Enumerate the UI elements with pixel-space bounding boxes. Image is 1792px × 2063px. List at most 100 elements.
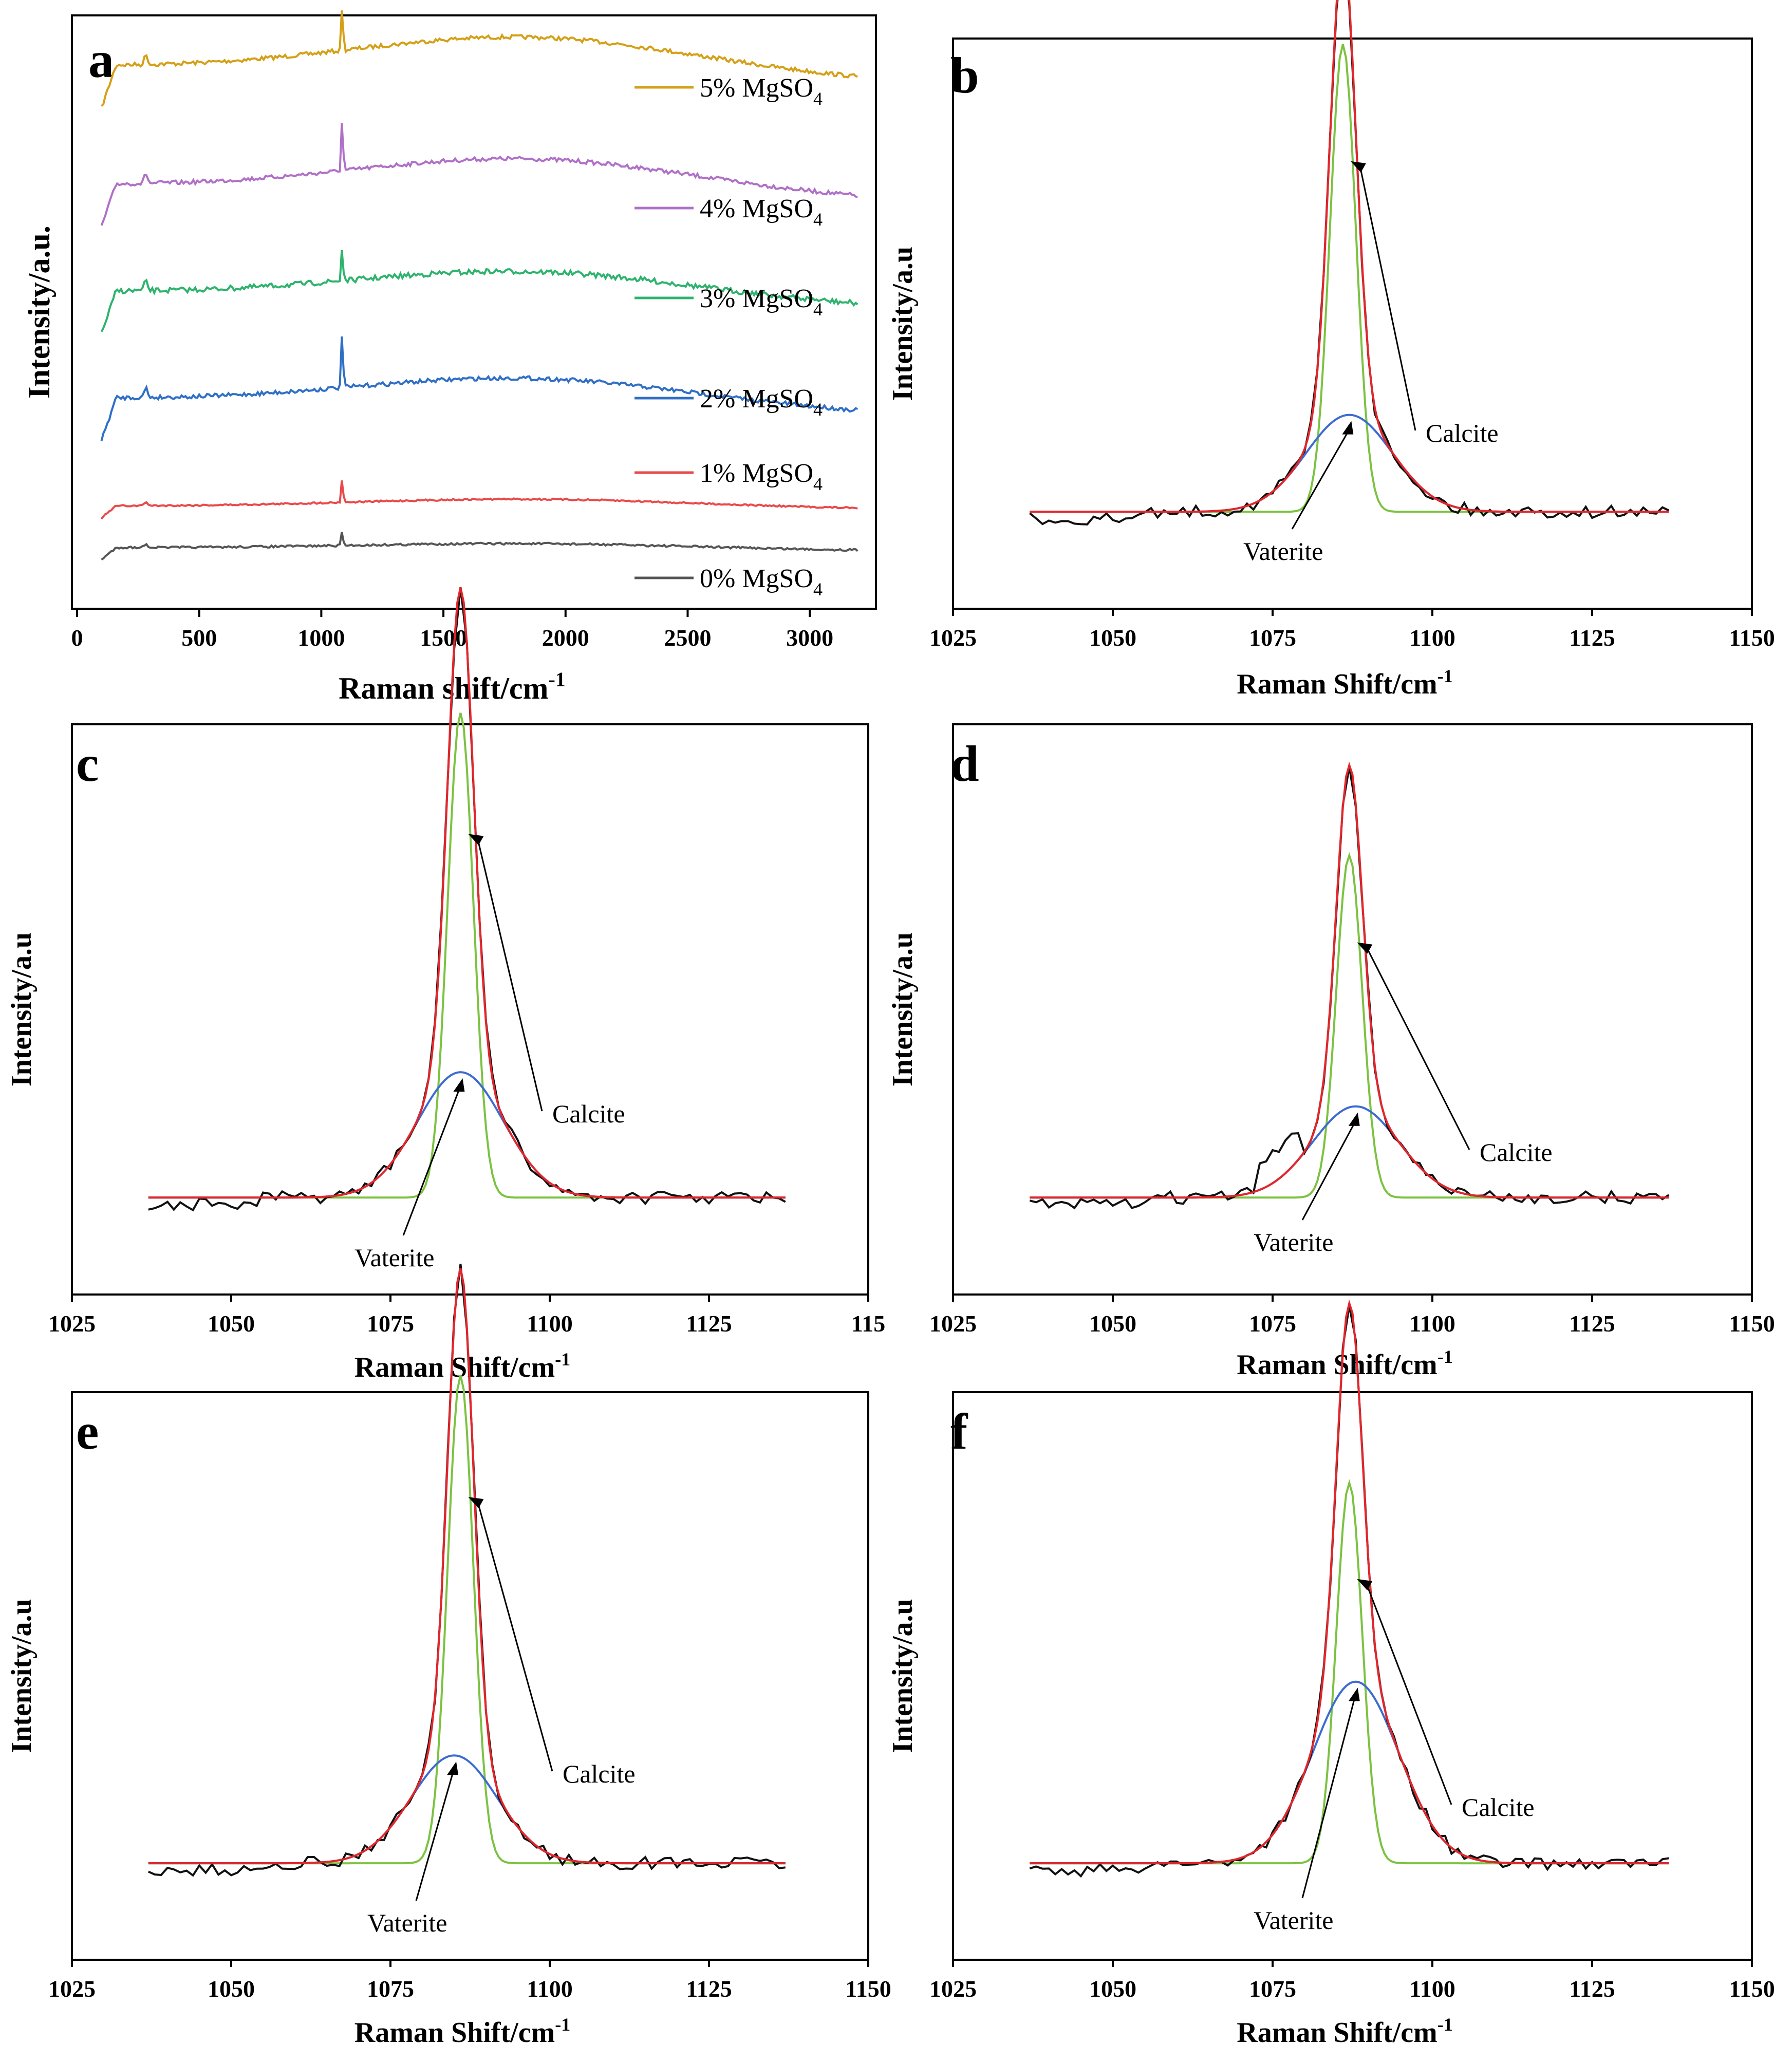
- panel-e-xtick-label: 1050: [208, 1976, 255, 2002]
- panel-a-series-2: [100, 250, 858, 332]
- panel-d-frame: [952, 723, 1753, 1296]
- panel-a-xtick-label: 2500: [664, 625, 711, 651]
- panel-c-xtick-label: 1100: [527, 1310, 572, 1337]
- panel-b-frame: [952, 37, 1753, 610]
- panel-f-xtick-label: 1125: [1569, 1976, 1615, 2002]
- panel-d-calcite-label: Calcite: [1480, 1138, 1553, 1167]
- panel-b-xlabel: Raman Shift/cm-1: [1237, 666, 1452, 700]
- panel-a-series-3: [100, 336, 858, 441]
- panel-e-xtick-label: 1025: [48, 1976, 96, 2002]
- panel-e-vaterite-arrow: [415, 1771, 454, 1901]
- panel-c-xtick-label: 1025: [48, 1310, 96, 1337]
- panel-a-legend-sub-0: 4: [813, 88, 823, 109]
- panel-c-calcite-label: Calcite: [552, 1099, 625, 1128]
- panel-e: 1025 1050 1075 1100 1125 1150 Raman Shift/cm-1…: [6, 1264, 891, 2049]
- panel-b-xtick-label: 1100: [1409, 625, 1455, 651]
- panel-a-series-0: [101, 10, 858, 107]
- panel-e-calcite-arrow: [476, 1501, 553, 1772]
- panel-e-fit-curve: [148, 1268, 786, 1865]
- panel-c-calcite-arrowhead: [468, 834, 484, 846]
- panel-e-xtick-label: 1125: [686, 1976, 732, 2002]
- panel-a-xtick-label: 1500: [420, 625, 467, 651]
- panel-d-xlabel: Raman Shift/cm-1: [1237, 1346, 1452, 1381]
- panel-a-xtick-label: 0: [71, 625, 83, 651]
- panel-f-letter: f: [950, 1403, 968, 1460]
- panel-c-xlabel: Raman Shift/cm-1: [354, 1349, 570, 1383]
- panel-c-fit-curve: [148, 587, 786, 1199]
- panel-e-xlabel-sup: -1: [555, 2014, 570, 2035]
- panel-f-xtick-label: 1050: [1089, 1976, 1136, 2002]
- panel-d-vaterite-arrowhead: [1348, 1112, 1360, 1126]
- panel-b-calcite-arrow: [1359, 165, 1416, 431]
- panel-b-xtick-label: 1050: [1089, 625, 1136, 651]
- panel-d-ylabel: Intensity/a.u: [887, 932, 919, 1086]
- panel-a-xtick-label: 500: [181, 625, 217, 651]
- panel-a-series-1: [100, 123, 858, 226]
- panel-a-xtick-label: 1000: [297, 625, 345, 651]
- panel-c-xtick-label: 1125: [686, 1310, 732, 1337]
- panel-a-letter: a: [88, 31, 114, 88]
- panel-c-xtick-label: 1075: [367, 1310, 414, 1337]
- panel-b-calcite-label: Calcite: [1426, 419, 1499, 447]
- panel-b-vaterite-arrow: [1291, 430, 1349, 530]
- panel-a-xtick-label: 3000: [786, 625, 833, 651]
- panel-f-xlabel-sup: -1: [1438, 2014, 1453, 2035]
- panel-e-letter: e: [76, 1403, 99, 1460]
- panel-b-ylabel: Intensity/a.u: [887, 247, 919, 401]
- panel-a-legend-sub-3: 4: [813, 399, 823, 420]
- panel-c-vaterite-label: Vaterite: [354, 1243, 434, 1272]
- panel-e-xtick-label: 1075: [367, 1976, 414, 2002]
- panel-a-legend-label-5: 0% MgSO4: [700, 564, 823, 599]
- panel-d-vaterite-arrow: [1301, 1122, 1356, 1221]
- panel-f-ylabel: Intensity/a.u: [887, 1599, 919, 1753]
- panel-a-ylabel: Intensity/a.u.: [22, 226, 56, 399]
- panel-d-xtick-label: 1075: [1249, 1310, 1296, 1337]
- panel-b-xtick-label: 1025: [929, 625, 977, 651]
- panel-f-xtick-label: 1150: [1729, 1976, 1775, 2002]
- panel-d: 1025 1050 1075 1100 1125 1150 Raman Shift/cm-1…: [887, 723, 1775, 1381]
- panel-f-vaterite-arrow: [1301, 1698, 1356, 1899]
- panel-f-calcite-label: Calcite: [1462, 1793, 1535, 1822]
- panel-b-fit-curve: [1030, 0, 1669, 513]
- panel-d-calcite-curve: [1030, 852, 1669, 1199]
- panel-c-xtick-label: 1050: [208, 1310, 255, 1337]
- panel-d-raw-spectrum: [1029, 766, 1670, 1210]
- panel-d-vaterite-label: Vaterite: [1254, 1228, 1333, 1256]
- panel-b: 1025 1050 1075 1100 1125 1150 Raman Shift/cm-1…: [887, 0, 1775, 700]
- panel-c-calcite-curve: [148, 712, 786, 1199]
- panel-f-xtick-label: 1100: [1409, 1976, 1455, 2002]
- panel-a-legend-label-4: 1% MgSO4: [700, 459, 823, 494]
- panel-a-legend-sub-1: 4: [813, 209, 823, 230]
- panel-e-calcite-curve: [148, 1375, 786, 1865]
- panel-c-xtick-label: 115: [851, 1310, 885, 1337]
- panel-f-xtick-label: 1025: [929, 1976, 977, 2002]
- panel-d-xtick-label: 1125: [1569, 1310, 1615, 1337]
- panel-a-xlabel-sup: -1: [548, 668, 565, 691]
- panel-e-ylabel: Intensity/a.u: [6, 1599, 38, 1753]
- panel-d-xlabel-sup: -1: [1438, 1346, 1453, 1367]
- panel-f-calcite-arrowhead: [1357, 1579, 1373, 1590]
- panel-f-xlabel: Raman Shift/cm-1: [1237, 2014, 1452, 2049]
- panel-f-vaterite-curve: [1030, 1680, 1669, 1865]
- panel-a-series-5: [101, 532, 858, 561]
- panel-e-vaterite-curve: [148, 1754, 786, 1865]
- panel-c-letter: c: [76, 735, 99, 792]
- panel-f-vaterite-label: Vaterite: [1254, 1906, 1333, 1935]
- panel-b-vaterite-arrowhead: [1342, 421, 1354, 435]
- panel-d-fit-curve: [1030, 761, 1669, 1199]
- panel-a-series-4: [100, 480, 858, 520]
- panel-b-calcite-curve: [1030, 44, 1669, 513]
- panel-d-xtick-label: 1050: [1089, 1310, 1136, 1337]
- panel-b-letter: b: [950, 47, 979, 104]
- panel-f-vaterite-arrowhead: [1348, 1687, 1360, 1701]
- panel-e-xlabel: Raman Shift/cm-1: [354, 2014, 570, 2049]
- panel-c-ylabel: Intensity/a.u: [6, 932, 38, 1086]
- panel-b-xtick-label: 1150: [1729, 625, 1775, 651]
- panel-e-xtick-label: 1100: [527, 1976, 572, 2002]
- panel-e-vaterite-arrowhead: [447, 1761, 458, 1775]
- panel-b-xtick-label: 1075: [1249, 625, 1296, 651]
- panel-a-xtick-label: 2000: [542, 625, 589, 651]
- panel-f-calcite-arrow: [1365, 1583, 1452, 1805]
